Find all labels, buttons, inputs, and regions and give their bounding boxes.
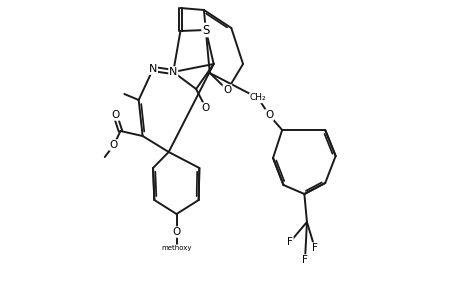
Text: N: N — [169, 67, 177, 77]
Text: CH₂: CH₂ — [249, 94, 266, 103]
Text: N: N — [149, 64, 157, 74]
Text: methoxy: methoxy — [161, 245, 191, 251]
Text: O: O — [223, 85, 231, 95]
Text: O: O — [202, 103, 210, 113]
Text: O: O — [172, 227, 180, 237]
Text: O: O — [264, 110, 273, 120]
Text: O: O — [110, 140, 118, 150]
Text: F: F — [311, 243, 317, 253]
Text: F: F — [302, 255, 307, 265]
Text: S: S — [202, 23, 209, 37]
Text: O: O — [111, 110, 119, 120]
Text: F: F — [286, 237, 292, 247]
